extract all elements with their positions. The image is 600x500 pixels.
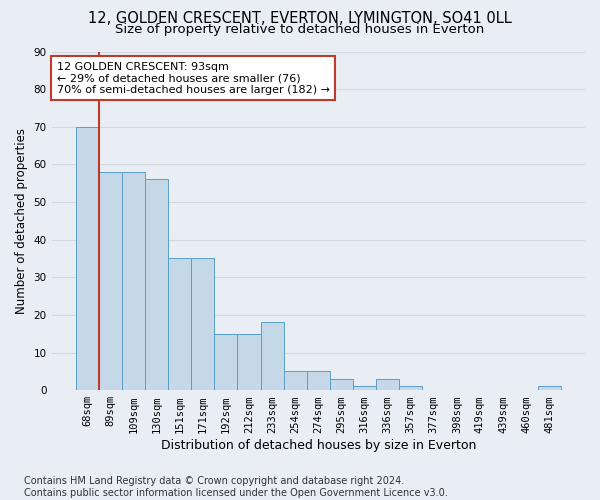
Bar — [145, 180, 168, 390]
Bar — [376, 379, 399, 390]
Bar — [99, 172, 122, 390]
Text: 12, GOLDEN CRESCENT, EVERTON, LYMINGTON, SO41 0LL: 12, GOLDEN CRESCENT, EVERTON, LYMINGTON,… — [88, 11, 512, 26]
Text: Size of property relative to detached houses in Everton: Size of property relative to detached ho… — [115, 22, 485, 36]
Bar — [260, 322, 284, 390]
Bar — [399, 386, 422, 390]
Bar — [307, 372, 330, 390]
Bar — [538, 386, 561, 390]
Bar — [76, 127, 99, 390]
Bar — [122, 172, 145, 390]
Bar — [284, 372, 307, 390]
Bar — [238, 334, 260, 390]
Bar — [214, 334, 238, 390]
Bar — [168, 258, 191, 390]
Bar — [353, 386, 376, 390]
Bar — [330, 379, 353, 390]
Text: 12 GOLDEN CRESCENT: 93sqm
← 29% of detached houses are smaller (76)
70% of semi-: 12 GOLDEN CRESCENT: 93sqm ← 29% of detac… — [57, 62, 330, 95]
Bar — [191, 258, 214, 390]
X-axis label: Distribution of detached houses by size in Everton: Distribution of detached houses by size … — [161, 440, 476, 452]
Y-axis label: Number of detached properties: Number of detached properties — [15, 128, 28, 314]
Text: Contains HM Land Registry data © Crown copyright and database right 2024.
Contai: Contains HM Land Registry data © Crown c… — [24, 476, 448, 498]
